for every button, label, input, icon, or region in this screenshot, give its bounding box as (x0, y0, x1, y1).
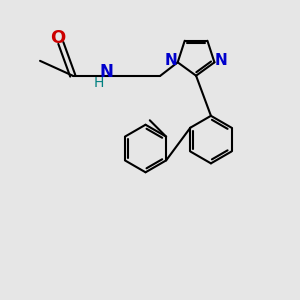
Text: H: H (93, 76, 104, 90)
Text: N: N (165, 53, 178, 68)
Text: N: N (214, 53, 227, 68)
Text: O: O (50, 29, 65, 47)
Text: N: N (100, 63, 114, 81)
